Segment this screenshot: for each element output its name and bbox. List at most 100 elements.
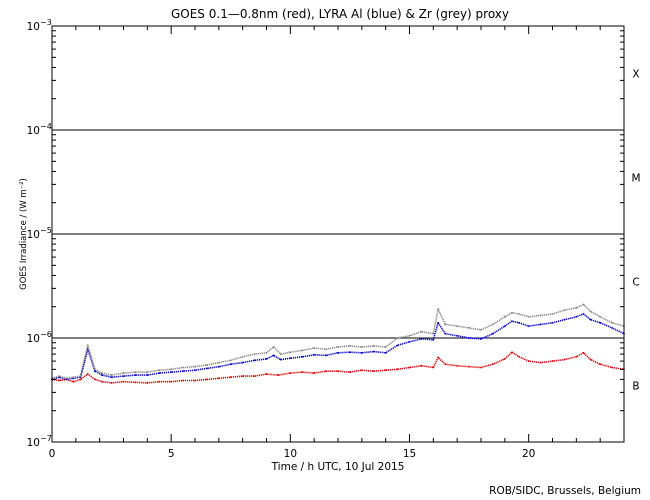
series-point [301,349,304,352]
series-point [58,379,61,382]
series-point [503,357,506,360]
series-point [217,365,220,368]
series-point [289,351,292,354]
series-point [194,369,196,372]
series-point [229,359,232,362]
y-tick-label: 10 [27,229,40,241]
series-point [396,368,399,371]
series-point [539,361,542,364]
series-point [94,368,96,371]
series-point [337,346,339,348]
x-tick-label: 20 [522,448,535,460]
series-point [101,374,103,376]
series-point [480,328,482,331]
series-point [253,359,256,362]
series-point [158,369,161,372]
series-point [122,372,125,374]
series-point [511,320,513,323]
series-point [539,314,542,317]
series-point [94,370,96,373]
x-tick-label: 5 [168,448,175,460]
series-point [582,303,585,306]
series-point [384,369,387,372]
series-point [182,379,184,382]
series-point [372,370,375,373]
series-point [527,360,530,362]
series-point [229,376,232,379]
series-point [337,370,339,373]
series-point [456,325,459,328]
series-point [194,379,196,382]
x-tick-label: 0 [49,448,56,460]
series-point [206,364,208,366]
series-point [420,338,423,340]
series-point [563,318,566,321]
series-point [420,364,423,367]
series-point [468,337,470,339]
series-point [582,313,585,315]
series-point [253,353,256,356]
series-point [360,369,363,372]
series-point [265,351,268,354]
series-point [360,351,363,354]
x-tick-label: 15 [403,448,416,460]
series-point [563,358,566,361]
series-point [170,380,173,383]
series-point [599,315,602,318]
series-point [241,361,244,364]
series-point [551,313,554,315]
series-point [503,325,506,328]
series-point [134,374,137,376]
x-tick-label: 10 [284,448,297,460]
series-point [372,344,375,347]
series-point [480,366,482,369]
flare-class-label: B [632,380,639,392]
series-point [79,375,82,378]
series-point [589,318,592,321]
series-point [551,321,554,324]
series-point [277,374,280,376]
series-point [110,382,113,384]
y-tick-label: 10 [27,437,40,449]
series-zr [51,303,625,380]
series-point [279,353,282,356]
series-point [384,346,387,348]
series-point [396,344,399,347]
series-point [575,355,578,358]
series-point [468,365,470,368]
series-point [122,380,125,383]
series-point [325,370,327,373]
series-point [432,366,435,369]
flare-class-labels: X M C B [631,68,640,392]
series-point [527,325,530,328]
series-point [611,366,613,369]
series-point [437,356,439,359]
series-point [65,377,68,380]
series-point [265,373,268,375]
series-point [437,321,439,324]
series-point [206,378,208,381]
series-point [146,371,149,374]
y-tick-exponent: −7 [40,434,52,443]
flare-class-lines [52,129,624,339]
series-point [337,351,339,354]
series-point [432,338,435,341]
series-point [86,373,89,375]
series-point [492,363,494,366]
series-point [503,315,506,318]
series-point [349,351,351,354]
series-point [134,371,137,374]
y-tick-exponent: −6 [40,330,52,339]
series-point [301,355,304,358]
series-point [58,375,61,378]
series-point [110,374,113,376]
series-point [86,344,89,347]
series-point [94,378,96,381]
chart-title: GOES 0.1—0.8nm (red), LYRA Al (blue) & Z… [171,7,509,21]
series-point [134,381,137,384]
series-point [360,346,363,348]
y-axis: 10−710−610−510−410−3 [27,18,624,449]
series-point [539,323,542,326]
flare-class-label: M [631,172,640,184]
series-point [265,357,268,360]
